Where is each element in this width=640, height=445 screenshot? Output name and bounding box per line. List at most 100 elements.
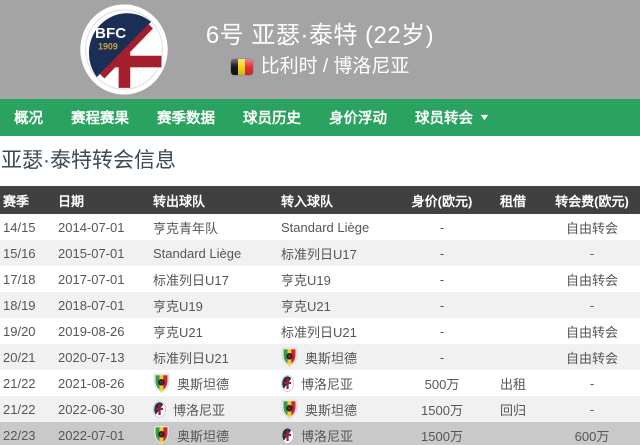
to-team-cell: 亨克U21 [274,292,402,318]
main-nav: 概况 赛程赛果 赛季数据 球员历史 身价浮动 球员转会 ▼ [0,99,640,136]
team-name: 博洛尼亚 [301,428,354,444]
table-row: 21/22 2022-06-30 博洛尼亚 奥斯坦德 1500万 回归 - [0,396,640,422]
nav-item-market-value[interactable]: 身价浮动 [329,111,387,127]
team-name: 亨克青年队 [153,220,219,236]
to-team-cell: 奥斯坦德 [274,396,402,422]
market-value-cell: - [439,349,445,365]
season-cell: 22/23 [3,427,36,443]
table-row: 17/18 2017-07-01 标准列日U17 亨克U19 - 自由转会 [0,266,640,292]
from-team-cell: 亨克U19 [146,292,274,318]
team-name: 奥斯坦德 [177,428,230,444]
fee-cell: - [589,375,595,391]
table-row: 22/23 2022-07-01 奥斯坦德 博洛尼亚 1500万 600万 [0,422,640,445]
to-team-cell: 博洛尼亚 [274,370,402,396]
header-season: 赛季 [0,186,55,214]
date-cell: 2020-07-13 [58,349,125,365]
team-name: 亨克U19 [281,272,331,288]
header-market-value: 身价(欧元) [402,186,482,214]
team-name: 亨克U19 [153,298,203,314]
chevron-down-icon: ▼ [478,112,491,122]
transfer-table-body: 14/15 2014-07-01 亨克青年队 Standard Liège - … [0,214,640,445]
from-team-cell: Standard Liège [146,240,274,266]
loan-cell [482,240,544,266]
table-row: 20/21 2020-07-13 标准列日U21 奥斯坦德 - 自由转会 [0,344,640,370]
nav-item-overview[interactable]: 概况 [14,111,43,127]
bologna-crest-icon [153,400,166,418]
header-from-team: 转出球队 [146,186,274,214]
bologna-crest-icon: BFC 1909 [78,4,170,95]
market-value-cell: - [439,271,445,287]
season-cell: 18/19 [3,297,36,313]
market-value-cell: - [439,219,445,235]
header-loan: 租借 [482,186,544,214]
market-value-cell: - [439,245,445,261]
fee-cell: - [589,401,595,417]
to-team-cell: 标准列日U17 [274,240,402,266]
table-row: 19/20 2019-08-26 亨克U21 标准列日U21 - 自由转会 [0,318,640,344]
bologna-crest-icon [281,426,294,444]
bologna-crest-icon [281,374,294,392]
loan-cell [482,318,544,344]
nav-item-transfers[interactable]: 球员转会 ▼ [401,99,503,136]
table-row: 15/16 2015-07-01 Standard Liège 标准列日U17 … [0,240,640,266]
transfer-table: 赛季 日期 转出球队 转入球队 身价(欧元) 租借 转会费(欧元) 14/15 … [0,186,640,445]
to-team-cell: Standard Liège [274,214,402,240]
fee-cell: - [589,297,595,313]
season-cell: 20/21 [3,349,36,365]
player-info: 6号 亚瑟·泰特 (22岁) 比利时 / 博洛尼亚 [0,0,640,79]
oostende-crest-icon [281,399,298,419]
header-to-team: 转入球队 [274,186,402,214]
date-cell: 2018-07-01 [58,297,125,313]
nav-item-player-history[interactable]: 球员历史 [243,111,301,127]
market-value-cell: 1500万 [421,428,463,444]
loan-cell: 出租 [499,376,526,392]
season-cell: 14/15 [3,219,36,235]
nav-item-transfers-label: 球员转会 [415,111,473,127]
fee-cell: 自由转会 [565,220,618,236]
team-name: 亨克U21 [281,298,331,314]
from-team-cell: 标准列日U21 [146,344,274,370]
fee-cell: 自由转会 [565,324,618,340]
from-team-cell: 奥斯坦德 [146,422,274,445]
to-team-cell: 奥斯坦德 [274,344,402,370]
team-name: 奥斯坦德 [177,376,230,392]
nav-item-fixtures[interactable]: 赛程赛果 [71,111,129,127]
date-cell: 2022-07-01 [58,427,125,443]
from-team-cell: 亨克U21 [146,318,274,344]
to-team-cell: 亨克U19 [274,266,402,292]
market-value-cell: - [439,323,445,339]
table-row: 18/19 2018-07-01 亨克U19 亨克U21 - - [0,292,640,318]
to-team-cell: 博洛尼亚 [274,422,402,445]
fee-cell: 自由转会 [565,272,618,288]
to-team-cell: 标准列日U21 [274,318,402,344]
svg-text:BFC: BFC [95,25,126,42]
team-name: Standard Liège [281,219,370,235]
oostende-crest-icon [281,347,298,367]
from-team-cell: 奥斯坦德 [146,370,274,396]
content: 亚瑟·泰特转会信息 赛季 日期 转出球队 转入球队 身价(欧元) 租借 转会费(… [0,136,640,445]
loan-cell [482,214,544,240]
from-team-cell: 标准列日U17 [146,266,274,292]
team-name: 标准列日U17 [153,272,229,288]
page-title: 亚瑟·泰特转会信息 [1,149,176,172]
player-nation-text: 比利时 / 博洛尼亚 [260,56,410,77]
player-nation: 比利时 / 博洛尼亚 [0,55,640,79]
market-value-cell: 1500万 [421,402,463,418]
loan-cell [482,422,544,445]
table-row: 21/22 2021-08-26 奥斯坦德 博洛尼亚 500万 出租 - [0,370,640,396]
team-name: 标准列日U17 [281,246,357,262]
season-cell: 17/18 [3,271,36,287]
team-name: 奥斯坦德 [305,402,358,418]
season-cell: 21/22 [3,375,36,391]
fee-cell: 600万 [574,428,610,444]
loan-cell [482,266,544,292]
team-name: 标准列日U21 [281,324,357,340]
date-cell: 2017-07-01 [58,271,125,287]
market-value-cell: - [439,297,445,313]
loan-cell: 回归 [499,402,526,418]
nav-item-season-stats[interactable]: 赛季数据 [157,111,215,127]
oostende-crest-icon [153,425,170,445]
from-team-cell: 博洛尼亚 [146,396,274,422]
date-cell: 2022-06-30 [58,401,125,417]
